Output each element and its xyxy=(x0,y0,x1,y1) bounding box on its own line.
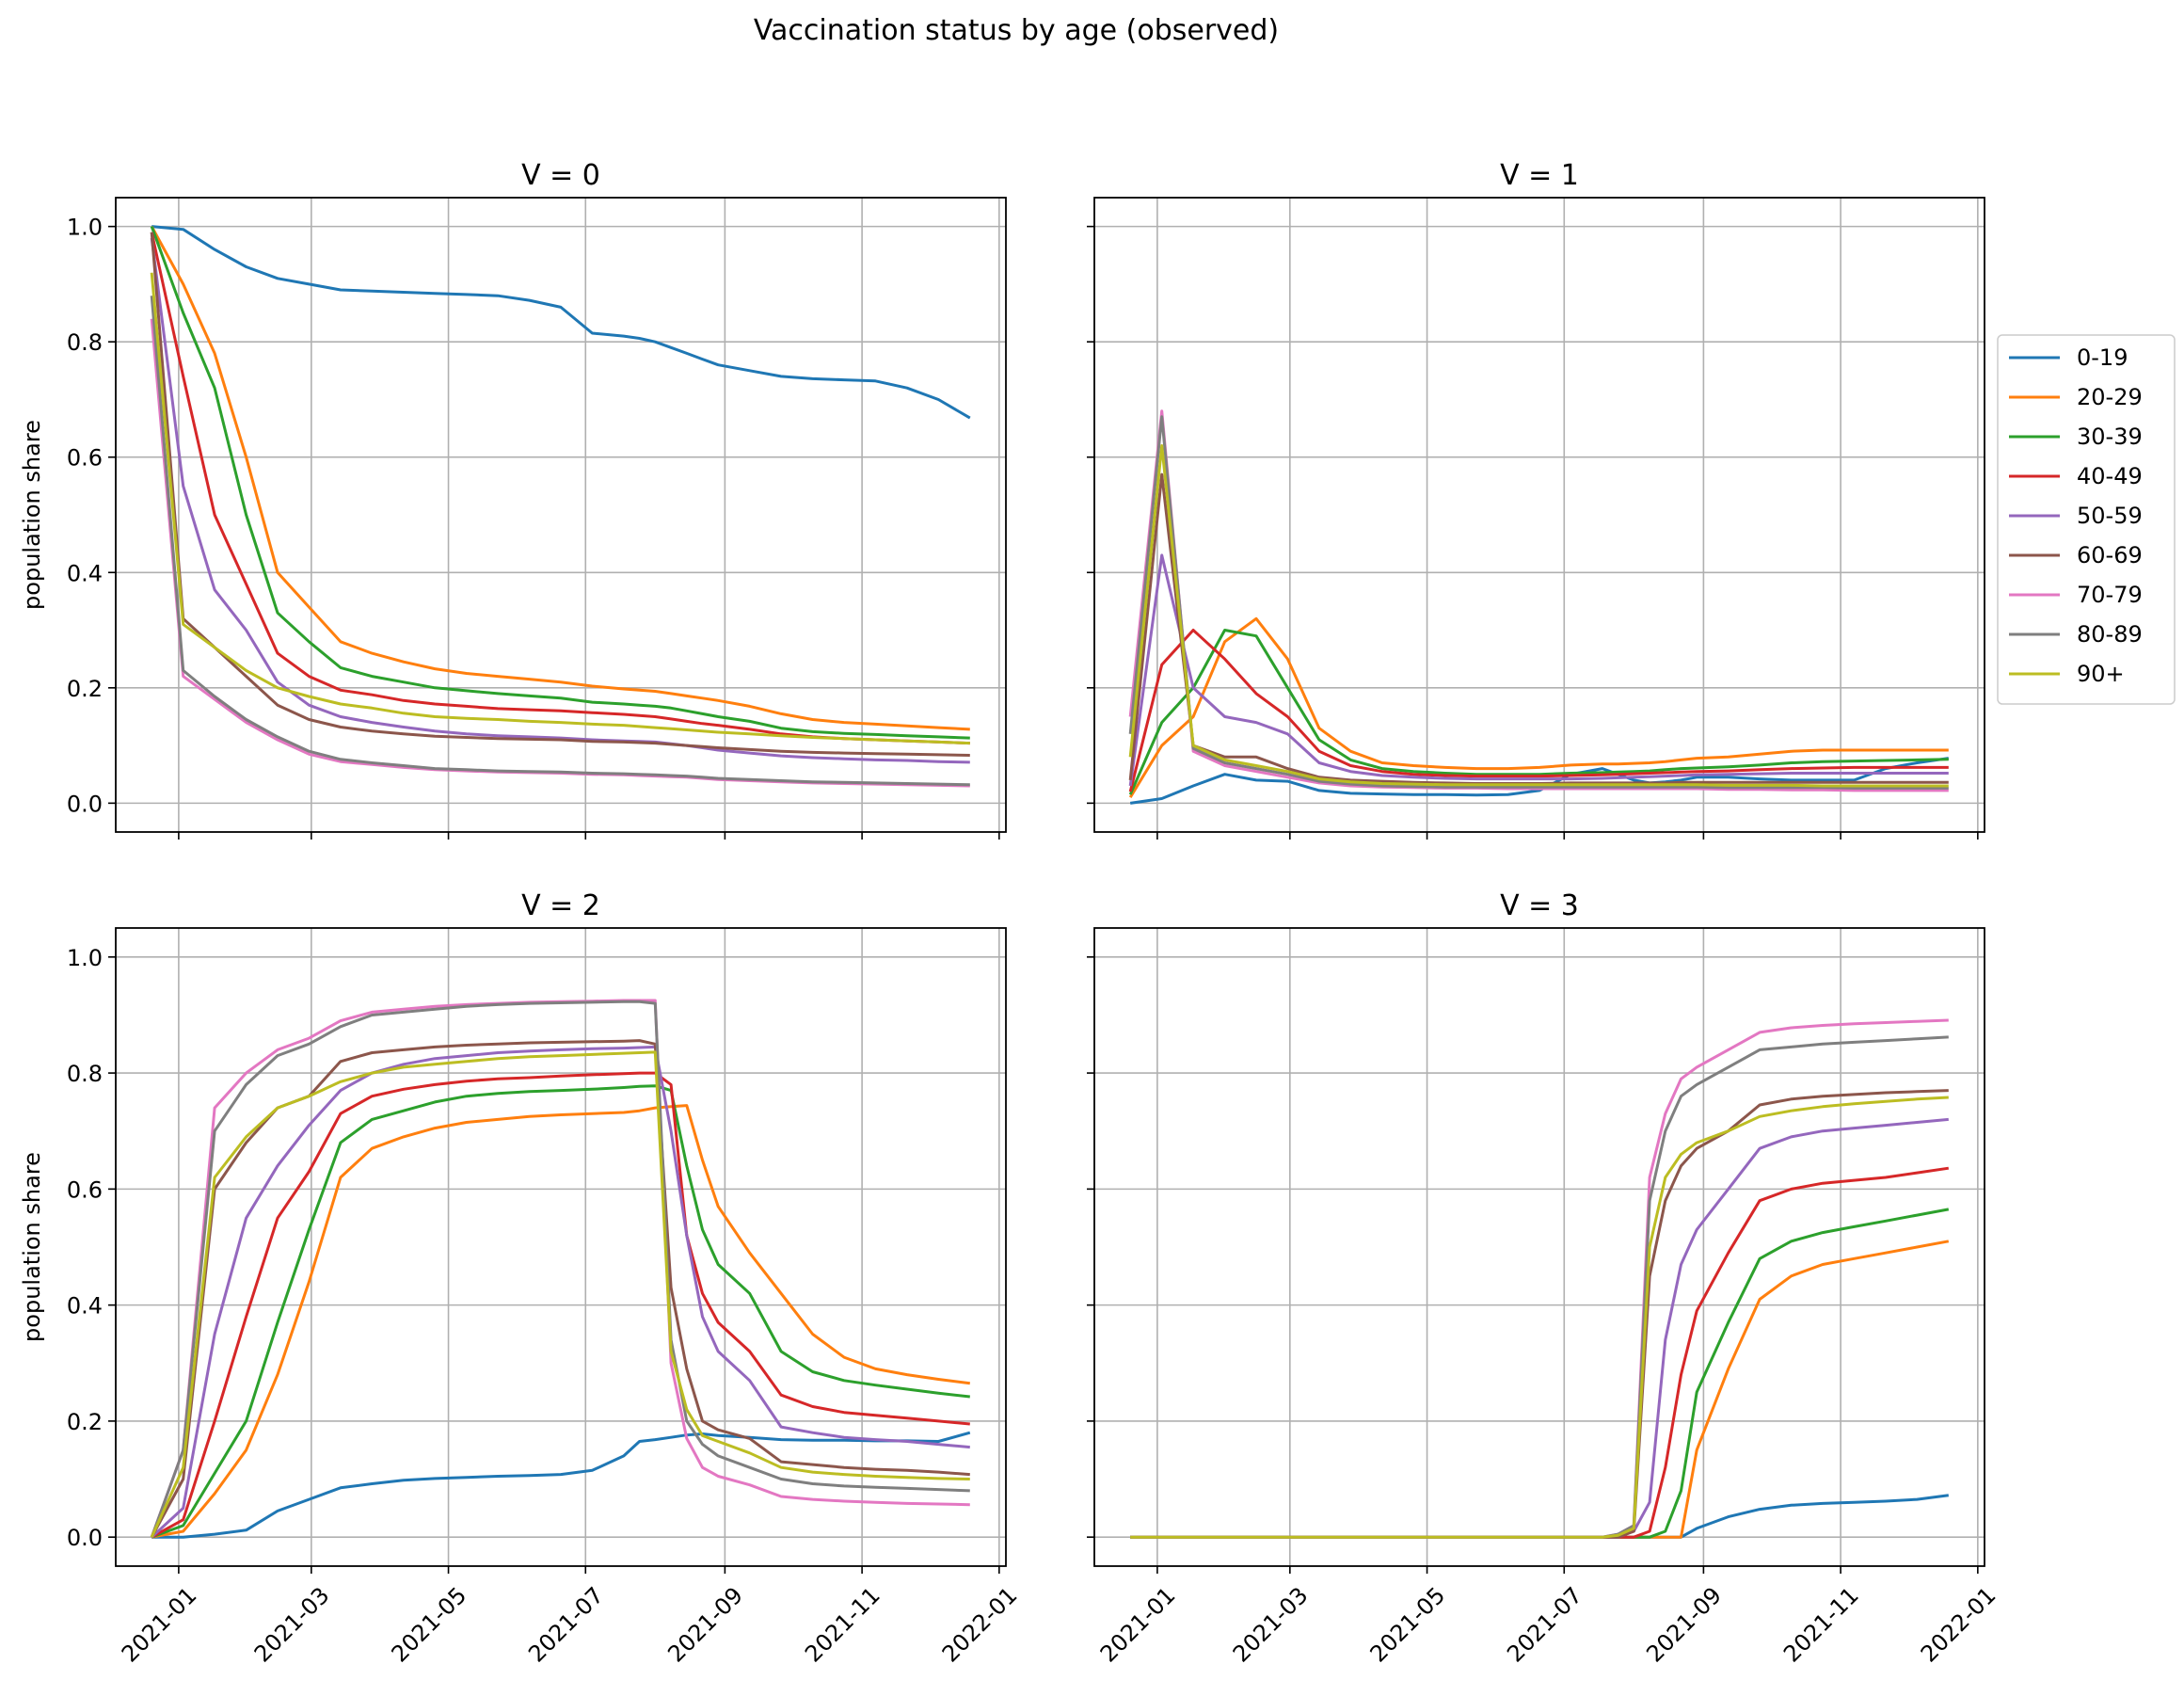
series-line-50-59 xyxy=(151,1045,970,1539)
axes-frame xyxy=(1093,927,1985,1567)
legend-label-0-19: 0-19 xyxy=(2077,344,2128,371)
series-line-80-89 xyxy=(1128,415,1949,790)
y-tick-label: 1.0 xyxy=(67,945,103,971)
y-tick-label: 0.8 xyxy=(67,329,103,356)
series-line-40-49 xyxy=(1130,1166,1950,1539)
y-tick-label: 1.0 xyxy=(67,215,103,241)
y-tick-label: 0.4 xyxy=(67,1293,103,1320)
series-line-60-69 xyxy=(1130,1089,1949,1539)
legend-label-50-59: 50-59 xyxy=(2077,503,2143,529)
panel-title: V = 2 xyxy=(521,889,600,922)
series-line-90+ xyxy=(1128,444,1949,788)
x-tick-label: 2021-05 xyxy=(1365,1582,1451,1668)
series-line-90+ xyxy=(1130,1096,1949,1539)
x-tick-label: 2022-01 xyxy=(1916,1582,2001,1668)
panel-2: V = 1 xyxy=(1087,159,1985,840)
legend-label-30-39: 30-39 xyxy=(2077,424,2143,450)
y-tick-label: 0.4 xyxy=(67,560,103,586)
series-line-0-19 xyxy=(1129,757,1950,805)
legend-label-80-89: 80-89 xyxy=(2077,621,2143,648)
y-tick-label: 0.0 xyxy=(67,791,103,817)
series-line-30-39 xyxy=(1128,629,1949,795)
legend-label-40-49: 40-49 xyxy=(2077,463,2143,489)
axes-frame xyxy=(115,197,1007,833)
series-line-40-49 xyxy=(1128,629,1949,792)
series-line-20-29 xyxy=(1130,1240,1950,1539)
series-line-60-69 xyxy=(150,232,970,757)
series-line-70-79 xyxy=(1128,409,1949,792)
series-line-0-19 xyxy=(1130,1494,1949,1539)
series-line-0-19 xyxy=(151,1431,971,1539)
series-line-90+ xyxy=(150,272,970,745)
x-tick-label: 2021-11 xyxy=(1778,1582,1864,1668)
series-line-70-79 xyxy=(1130,1018,1949,1539)
series-line-20-29 xyxy=(150,225,970,731)
panel-3: 2021-01 2021-03 2021-05 2021-07 2021-09 2021-… xyxy=(19,889,1023,1668)
series-line-20-29 xyxy=(1128,616,1949,798)
series-line-0-19 xyxy=(151,225,971,420)
y-axis-label: population share xyxy=(19,1152,45,1342)
panel-title: V = 3 xyxy=(1500,889,1579,922)
panel-4: 2021-01 2021-03 2021-05 2021-07 2021-09 2021-… xyxy=(1087,889,2001,1668)
legend: 0-19 20-29 30-39 40-49 50-59 60-69 70-79 80-89 9… xyxy=(1997,334,2176,705)
axes-frame xyxy=(115,927,1007,1567)
figure-suptitle: Vaccination status by age (observed) xyxy=(754,14,1279,47)
legend-label-90+: 90+ xyxy=(2077,661,2125,687)
x-tick-label: 2021-09 xyxy=(1641,1582,1727,1668)
legend-box xyxy=(1997,334,2176,705)
panel-title: V = 1 xyxy=(1500,159,1579,192)
panels: 0.0 0.2 0.4 0.6 0.8 1.0 population share V = 0 V… xyxy=(19,159,2001,1668)
legend-label-20-29: 20-29 xyxy=(2077,384,2143,410)
x-tick-label: 2021-03 xyxy=(1228,1582,1314,1668)
x-tick-label: 2021-03 xyxy=(249,1582,335,1668)
x-tick-label: 2021-01 xyxy=(117,1582,202,1668)
legend-label-60-69: 60-69 xyxy=(2077,542,2143,568)
y-axis-label: population share xyxy=(19,420,45,610)
y-tick-label: 0.2 xyxy=(67,676,103,702)
y-tick-label: 0.6 xyxy=(67,445,103,472)
series-line-30-39 xyxy=(150,226,970,740)
y-tick-label: 0.0 xyxy=(67,1525,103,1551)
series-line-80-89 xyxy=(1130,1035,1949,1539)
series-line-70-79 xyxy=(150,318,970,788)
series-line-70-79 xyxy=(150,999,970,1538)
series-line-60-69 xyxy=(1128,472,1949,785)
series-line-30-39 xyxy=(151,1084,970,1539)
axes-frame xyxy=(1093,197,1985,833)
y-tick-label: 0.8 xyxy=(67,1061,103,1087)
series-line-50-59 xyxy=(1128,553,1949,787)
panel-title: V = 0 xyxy=(521,159,600,192)
y-tick-label: 0.6 xyxy=(67,1176,103,1203)
legend-label-70-79: 70-79 xyxy=(2077,582,2143,608)
series-line-40-49 xyxy=(151,1071,970,1539)
x-tick-label: 2021-07 xyxy=(1502,1582,1587,1668)
series-line-90+ xyxy=(150,1050,970,1538)
x-tick-label: 2021-01 xyxy=(1095,1582,1181,1668)
series-line-80-89 xyxy=(150,296,970,787)
x-tick-label: 2021-11 xyxy=(800,1582,885,1668)
panel-1: 0.0 0.2 0.4 0.6 0.8 1.0 population share V = 0 xyxy=(19,159,1007,840)
series-line-50-59 xyxy=(150,237,970,764)
y-tick-label: 0.2 xyxy=(67,1409,103,1435)
x-tick-label: 2021-09 xyxy=(662,1582,748,1668)
x-tick-label: 2022-01 xyxy=(937,1582,1023,1668)
x-tick-label: 2021-05 xyxy=(387,1582,472,1668)
series-line-80-89 xyxy=(150,1000,970,1538)
series-line-30-39 xyxy=(1130,1208,1950,1539)
x-tick-label: 2021-07 xyxy=(523,1582,609,1668)
series-line-20-29 xyxy=(151,1104,970,1539)
